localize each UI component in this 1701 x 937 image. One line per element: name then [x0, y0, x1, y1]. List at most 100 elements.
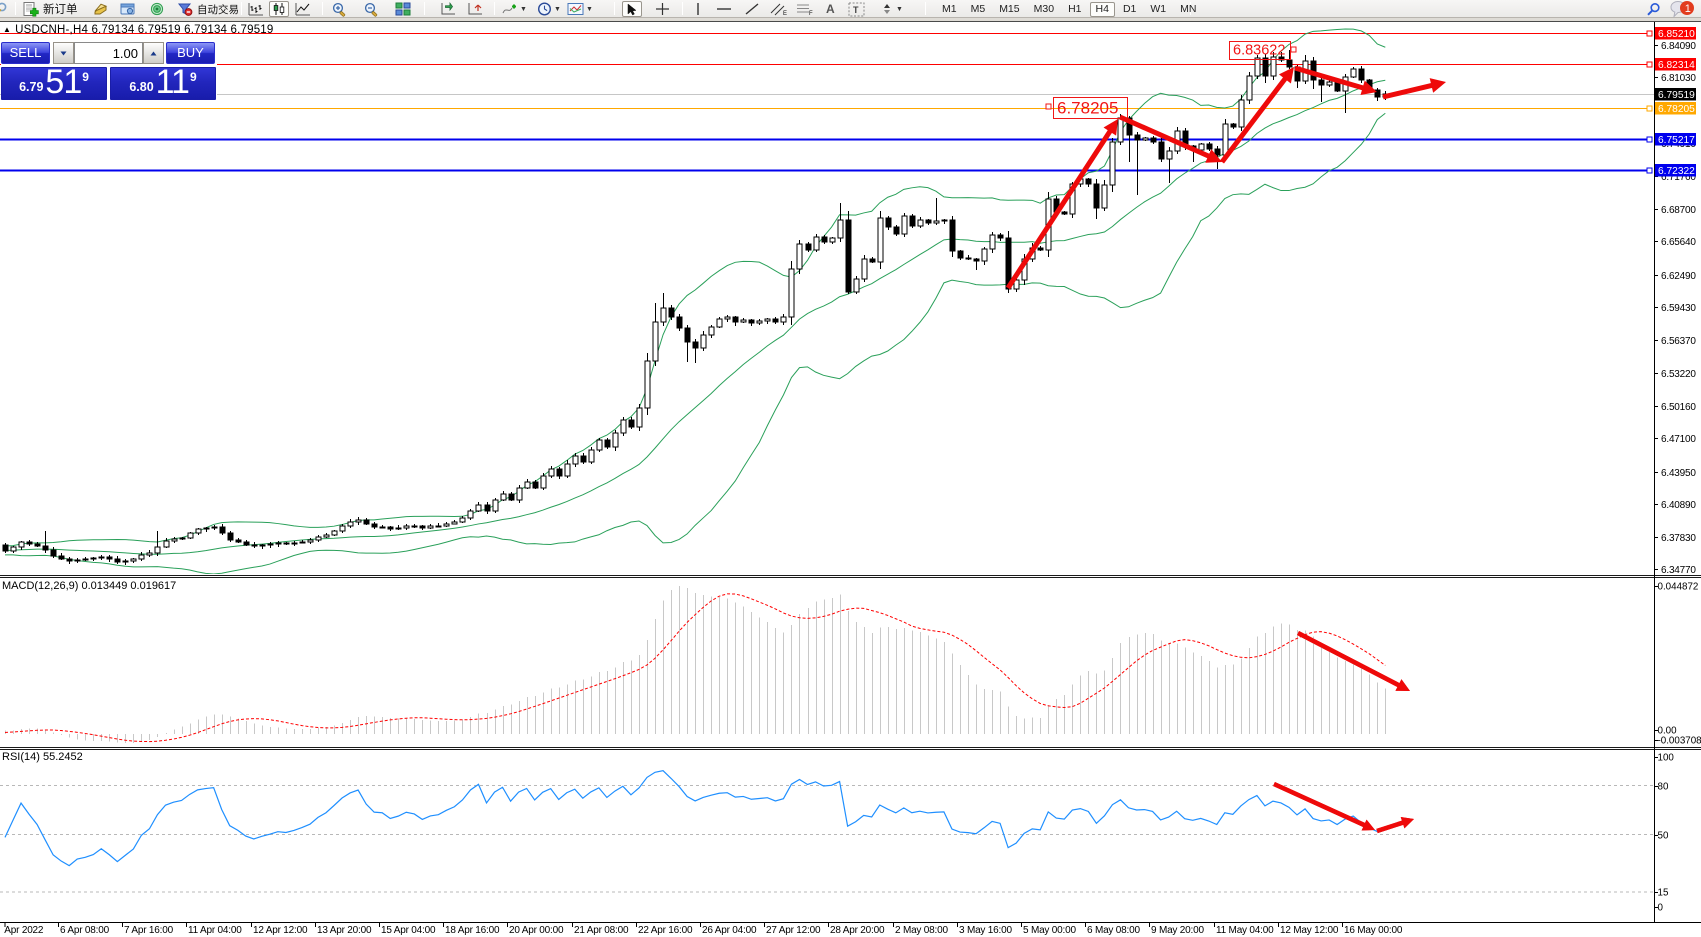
templates-caret[interactable]: ▼ — [586, 5, 593, 13]
price-annotation-6.78205[interactable]: 6.78205 — [1045, 97, 1128, 119]
macd-arrow[interactable] — [1296, 631, 1402, 688]
candle — [154, 531, 161, 556]
hline-marker-square[interactable] — [1646, 61, 1653, 68]
candle — [772, 317, 779, 324]
trend-arrow-1[interactable] — [1005, 128, 1114, 290]
timeframe-D1[interactable]: D1 — [1122, 3, 1137, 15]
zoom-in-icon[interactable] — [331, 1, 347, 17]
timeframe-H4[interactable]: H4 — [1089, 1, 1115, 17]
zoom-out-icon[interactable] — [363, 1, 379, 17]
candle — [275, 541, 282, 547]
crosshair-tool-icon[interactable] — [655, 1, 670, 17]
candle — [1134, 132, 1141, 195]
candle — [138, 552, 145, 561]
candle — [572, 453, 579, 467]
bar-chart-icon[interactable] — [248, 1, 264, 17]
timeframe-M1[interactable]: M1 — [942, 3, 957, 15]
sell-button[interactable]: SELL — [1, 42, 50, 64]
search-icon[interactable] — [0, 1, 8, 17]
rsi-scale-100: 100 — [1658, 753, 1675, 764]
rsi-scale-50: 50 — [1658, 831, 1669, 842]
candle — [1238, 95, 1245, 131]
window-edge — [0, 18, 1701, 21]
autoscroll-icon[interactable] — [440, 1, 457, 17]
new-order-button[interactable]: 新订单 — [23, 1, 78, 17]
buy-button[interactable]: BUY — [166, 42, 215, 64]
hline-marker-square[interactable] — [1646, 136, 1653, 143]
rsi-arrow-1[interactable] — [1273, 781, 1367, 828]
trend-arrow-5[interactable] — [1382, 82, 1434, 100]
timeframe-H1[interactable]: H1 — [1068, 3, 1082, 15]
time-axis[interactable]: Apr 2022 6 Apr 08:00 7 Apr 16:00 11 Apr 04:… — [4, 922, 1403, 937]
price-label-text: 6.72322 — [1658, 166, 1695, 177]
candle — [716, 317, 723, 328]
arrows-tool-icon[interactable]: ▼ — [880, 1, 903, 17]
rsi-arrow-2[interactable] — [1376, 819, 1406, 834]
ask-price-box[interactable]: 6.80 11 9 — [110, 65, 216, 100]
candle — [1246, 72, 1253, 104]
time-label: 3 May 16:00 — [959, 925, 1012, 936]
hline-tool-icon[interactable] — [716, 1, 732, 17]
hline-marker-square[interactable] — [1646, 167, 1653, 174]
volume-input[interactable] — [74, 42, 143, 64]
market-watch-icon[interactable] — [93, 1, 109, 17]
toolbar-search-icon[interactable] — [1646, 1, 1661, 17]
text-tool-icon[interactable]: A — [826, 2, 835, 16]
cursor-tool-icon[interactable] — [622, 1, 642, 17]
collapse-panel-icon[interactable]: ▲ — [3, 25, 12, 34]
arrows-caret[interactable]: ▼ — [896, 5, 903, 13]
periods-icon[interactable]: ▼ — [537, 1, 561, 17]
templates-icon[interactable]: ▼ — [567, 1, 593, 17]
price-tick-label: 6.50160 — [1661, 402, 1696, 413]
macd-signal-line — [4, 593, 1386, 743]
candle — [652, 303, 659, 366]
candle — [829, 237, 836, 244]
strategy-signal-icon[interactable] — [149, 1, 165, 17]
volume-decrease-button[interactable] — [53, 42, 74, 64]
tile-windows-icon[interactable] — [395, 1, 411, 17]
volume-increase-button[interactable] — [143, 42, 164, 64]
hline-marker-square[interactable] — [1646, 30, 1653, 37]
indicators-icon[interactable]: ▼ — [502, 1, 527, 17]
bid-price-box[interactable]: 6.79 51 9 — [1, 65, 107, 100]
bollinger-lower — [4, 112, 1386, 574]
timeframe-M30[interactable]: M30 — [1033, 3, 1055, 15]
price-tick-label: 6.59430 — [1661, 303, 1696, 314]
candle — [925, 219, 932, 225]
trend-arrow-4[interactable] — [1294, 65, 1366, 91]
candle — [2, 543, 9, 553]
line-chart-icon[interactable] — [295, 1, 311, 17]
trend-arrow-3[interactable] — [1220, 75, 1289, 164]
timeframe-MN[interactable]: MN — [1180, 3, 1197, 15]
candle — [1326, 80, 1333, 87]
candle — [1230, 123, 1237, 129]
notifications-icon[interactable]: 1 — [1668, 0, 1696, 18]
candle — [219, 524, 226, 535]
toolbar-separator — [241, 2, 242, 15]
timeframe-M15[interactable]: M15 — [999, 3, 1020, 15]
label-tool-icon[interactable]: T — [848, 1, 865, 17]
candle — [676, 314, 683, 331]
chart-shift-icon[interactable] — [467, 1, 484, 17]
timeframe-M5[interactable]: M5 — [970, 3, 986, 15]
candle — [379, 525, 386, 529]
trendline-tool-icon[interactable] — [744, 1, 760, 17]
price-tick-label: 6.84090 — [1661, 41, 1696, 52]
data-window-icon[interactable] — [120, 1, 136, 17]
candle — [467, 509, 474, 520]
vline-tool-icon[interactable] — [694, 1, 702, 17]
candle — [668, 305, 675, 320]
channel-tool-icon[interactable]: E — [770, 1, 788, 17]
hline-marker-square[interactable] — [1646, 105, 1653, 112]
autotrading-button[interactable]: 自动交易 — [177, 1, 239, 17]
periods-caret[interactable]: ▼ — [554, 5, 561, 13]
timeframe-W1[interactable]: W1 — [1150, 3, 1167, 15]
candle-chart-icon[interactable] — [269, 1, 289, 17]
indicators-caret[interactable]: ▼ — [520, 5, 527, 13]
price-scale[interactable]: 6.840906.810306.779706.749106.717606.687… — [1654, 27, 1697, 576]
fibonacci-tool-icon[interactable]: F — [796, 1, 814, 17]
candle — [1374, 88, 1381, 101]
trend-arrow-2[interactable] — [1118, 114, 1212, 160]
price-annotation-6.83622[interactable]: 6.83622 — [1229, 41, 1297, 60]
